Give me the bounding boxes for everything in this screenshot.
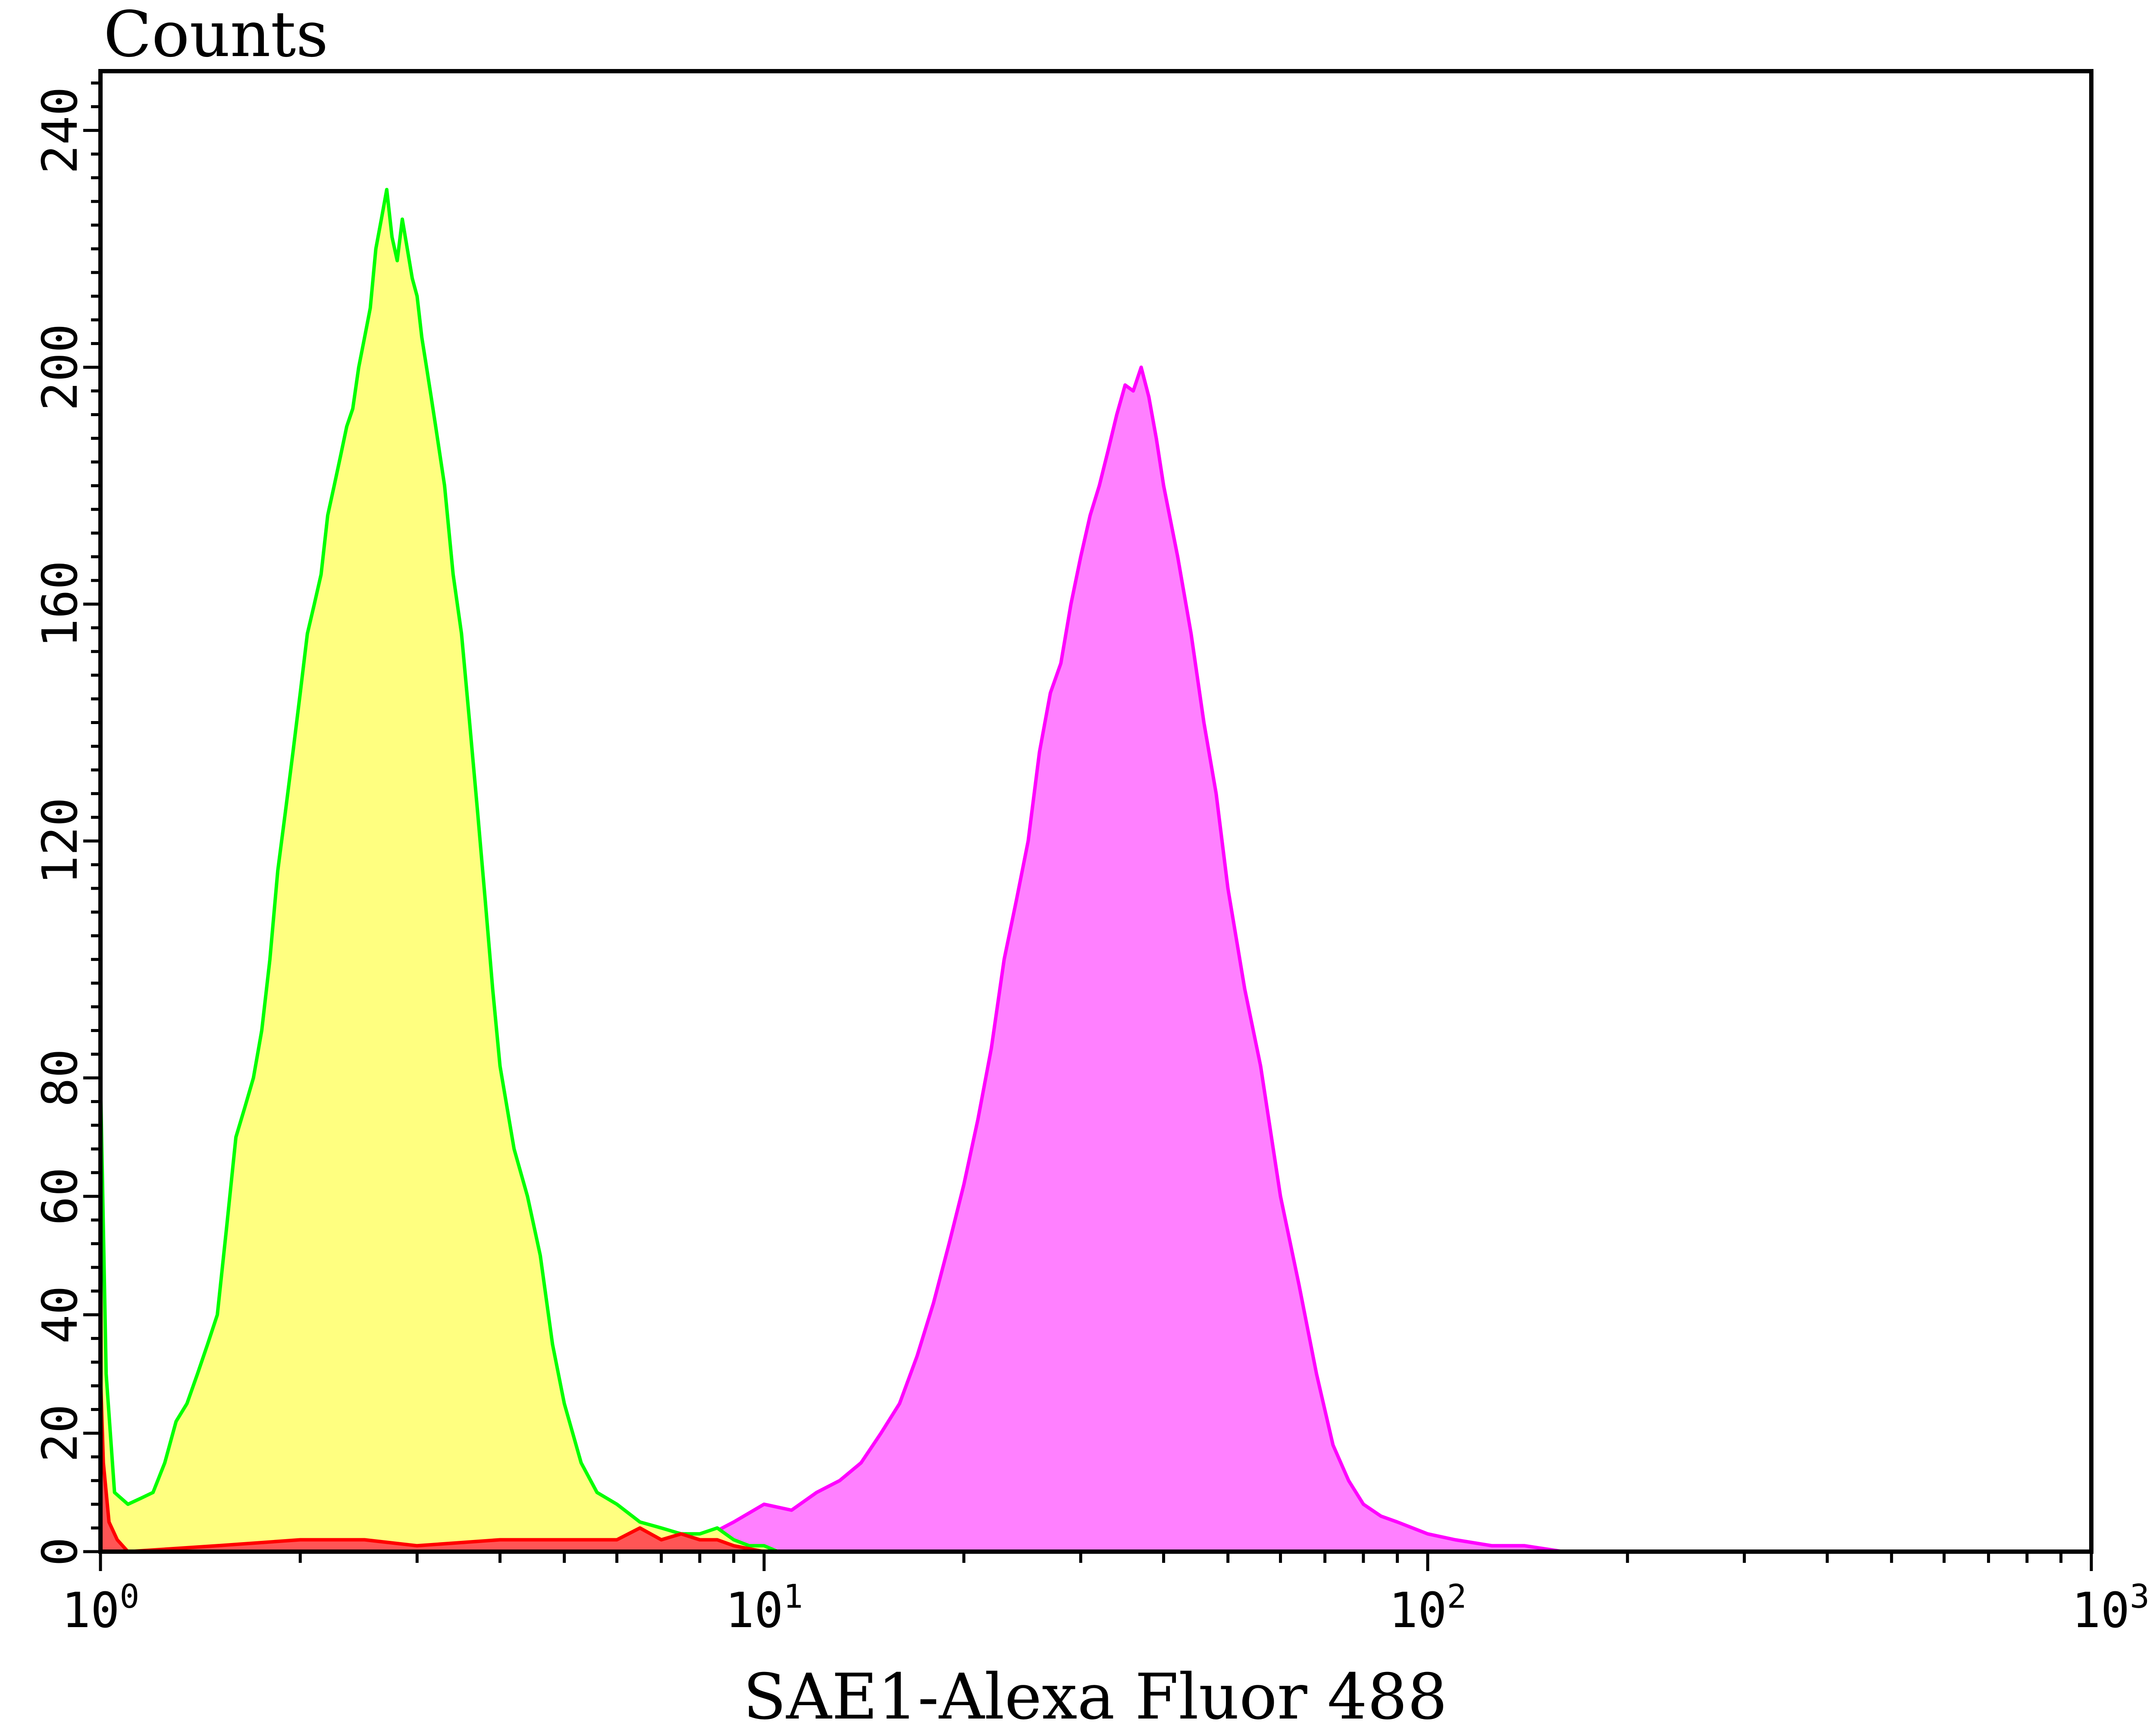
- y-tick-label: 160: [32, 561, 88, 648]
- x-tick-exponent: 2: [1447, 1577, 1467, 1615]
- x-tick-label: 103: [2071, 1577, 2150, 1639]
- y-tick-label: 60: [32, 1167, 88, 1226]
- x-tick-base: 10: [1389, 1583, 1447, 1639]
- y-tick-label: 120: [32, 797, 88, 884]
- x-tick-base: 10: [2071, 1583, 2130, 1639]
- x-tick-exponent: 1: [783, 1577, 803, 1615]
- histogram-series-layer: [99, 188, 1628, 1553]
- plot-frame: [98, 69, 2093, 1554]
- histogram-fill-1: [100, 189, 817, 1552]
- x-tick-base: 10: [62, 1583, 120, 1639]
- x-axis-title: SAE1-Alexa Fluor 488: [743, 1660, 1447, 1725]
- y-tick-label: 200: [32, 323, 88, 411]
- x-tick-label: 101: [725, 1577, 803, 1639]
- x-tick-base: 10: [725, 1583, 783, 1639]
- y-tick-label: 0: [32, 1537, 88, 1566]
- x-tick-exponent: 0: [120, 1577, 140, 1615]
- y-tick-label: 20: [32, 1404, 88, 1462]
- histogram-outline-2: [99, 1374, 792, 1553]
- x-tick-label: 100: [62, 1577, 140, 1639]
- histogram-outline-0: [699, 365, 1628, 1553]
- y-axis-title: Counts: [103, 0, 328, 71]
- histogram-outline-1: [99, 188, 817, 1553]
- axis-layer: [83, 81, 2093, 1571]
- y-tick-label: 80: [32, 1049, 88, 1107]
- y-tick-label: 40: [32, 1286, 88, 1344]
- x-tick-exponent: 3: [2130, 1577, 2150, 1615]
- histogram-fill-0: [699, 367, 1628, 1552]
- y-tick-label: 240: [32, 87, 88, 174]
- x-tick-label: 102: [1389, 1577, 1467, 1639]
